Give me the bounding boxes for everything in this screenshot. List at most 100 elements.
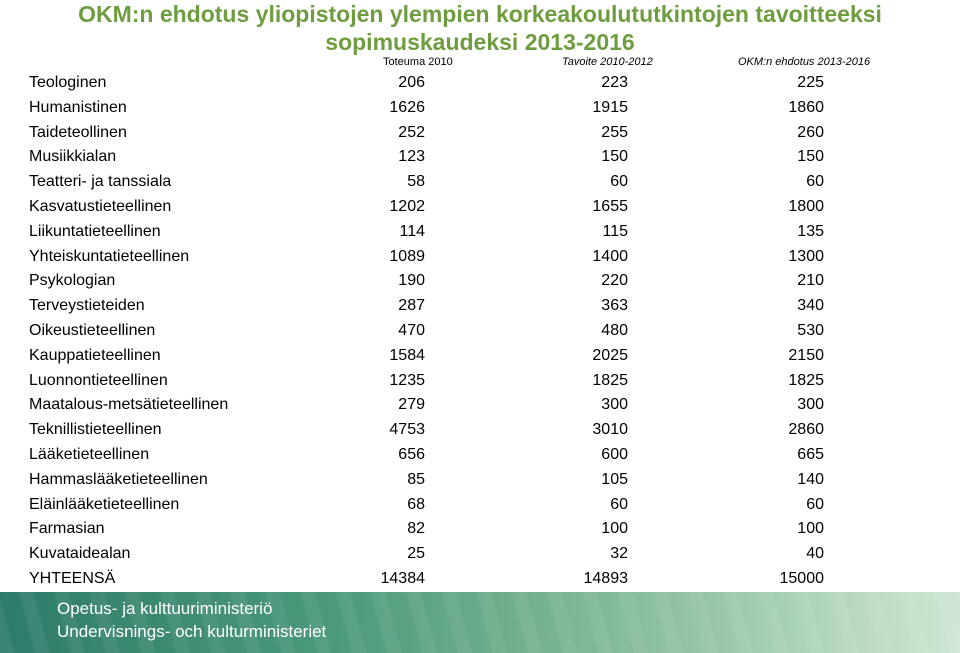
value-tavoite: 100 [601, 520, 628, 538]
value-tavoite: 220 [601, 272, 628, 290]
value-toteuma: 58 [407, 173, 425, 191]
row-label: Psykologian [29, 272, 116, 290]
value-ehdotus: 2860 [788, 421, 824, 439]
value-toteuma: 4753 [389, 421, 425, 439]
row-label: Musiikkialan [29, 148, 117, 166]
value-ehdotus: 530 [797, 321, 824, 339]
value-ehdotus: 1800 [788, 197, 824, 215]
table-row: Taideteollinen 252 255 260 [0, 121, 960, 146]
value-toteuma: 279 [398, 396, 425, 414]
value-toteuma: 85 [407, 470, 425, 488]
row-label: Teatteri- ja tanssiala [29, 173, 172, 191]
value-tavoite: 2025 [592, 346, 628, 364]
value-toteuma: 14384 [380, 569, 426, 587]
value-toteuma: 190 [398, 272, 425, 290]
value-toteuma: 82 [407, 520, 425, 538]
value-toteuma: 1235 [389, 371, 425, 389]
row-label: Terveystieteiden [29, 297, 145, 315]
value-tavoite: 3010 [592, 421, 628, 439]
row-label: Maatalous-metsätieteellinen [29, 396, 229, 414]
table-row: Lääketieteellinen 656 600 665 [0, 443, 960, 468]
value-ehdotus: 60 [806, 495, 824, 513]
value-toteuma: 1202 [389, 197, 425, 215]
row-label: Luonnontieteellinen [29, 371, 168, 389]
column-header-ehdotus: OKM:n ehdotus 2013-2016 [738, 56, 871, 68]
value-tavoite: 1400 [592, 247, 628, 265]
value-toteuma: 252 [398, 123, 425, 141]
row-label: Hammaslääketieteellinen [29, 470, 208, 488]
value-tavoite: 255 [601, 123, 628, 141]
value-ehdotus: 15000 [779, 569, 825, 587]
value-tavoite: 32 [610, 545, 628, 563]
value-tavoite: 1825 [592, 371, 628, 389]
value-ehdotus: 60 [806, 173, 824, 191]
value-toteuma: 1626 [389, 98, 425, 116]
row-label: Teknillistieteellinen [29, 421, 162, 439]
page-title: OKM:n ehdotus yliopistojen ylempien kork… [0, 0, 960, 56]
row-label: Teologinen [29, 74, 107, 91]
value-toteuma: 1089 [389, 247, 425, 265]
row-label: Kuvataidealan [29, 545, 131, 563]
table-row: Terveystieteiden 287 363 340 [0, 294, 960, 319]
value-ehdotus: 135 [797, 222, 824, 240]
row-label: Liikuntatieteellinen [29, 222, 161, 240]
value-toteuma: 206 [398, 74, 425, 91]
value-tavoite: 150 [601, 148, 628, 166]
value-ehdotus: 665 [797, 445, 824, 463]
column-header-tavoite: Tavoite 2010-2012 [562, 56, 653, 68]
table-row: Teknillistieteellinen 4753 3010 2860 [0, 418, 960, 443]
ministry-footer: Opetus- ja kulttuuriministeriö Undervisn… [0, 592, 960, 653]
value-ehdotus: 260 [797, 123, 824, 141]
value-tavoite: 60 [610, 173, 628, 191]
footer-decoration [0, 592, 960, 653]
ministry-name-swedish: Undervisnings- och kulturministeriet [57, 622, 327, 641]
row-label: Oikeustieteellinen [29, 321, 156, 339]
value-ehdotus: 140 [797, 470, 824, 488]
value-tavoite: 480 [601, 321, 628, 339]
table-row: Kasvatustieteellinen 1202 1655 1800 [0, 195, 960, 220]
row-label: Kauppatieteellinen [29, 346, 161, 364]
value-toteuma: 68 [407, 495, 425, 513]
title-line-1: OKM:n ehdotus yliopistojen ylempien kork… [78, 1, 882, 27]
table-row: Maatalous-metsätieteellinen 279 300 300 [0, 393, 960, 418]
table-row: Eläinlääketieteellinen 68 60 60 [0, 493, 960, 518]
value-ehdotus: 225 [797, 74, 824, 91]
value-ehdotus: 300 [797, 396, 824, 414]
value-tavoite: 363 [601, 297, 628, 315]
value-tavoite: 1915 [592, 98, 628, 116]
table-row: Musiikkialan 123 150 150 [0, 145, 960, 170]
value-tavoite: 60 [610, 495, 628, 513]
value-tavoite: 300 [601, 396, 628, 414]
value-toteuma: 114 [399, 222, 425, 240]
value-toteuma: 656 [398, 445, 425, 463]
table-row: Humanistinen 1626 1915 1860 [0, 96, 960, 121]
table-row: Farmasian 82 100 100 [0, 517, 960, 542]
value-ehdotus: 1825 [788, 371, 824, 389]
value-ehdotus: 340 [797, 297, 824, 315]
row-label: Farmasian [29, 520, 105, 538]
value-ehdotus: 100 [797, 520, 824, 538]
title-line-2: sopimuskaudeksi 2013-2016 [325, 29, 635, 55]
value-ehdotus: 210 [797, 272, 824, 290]
value-toteuma: 25 [407, 545, 425, 563]
value-ehdotus: 40 [806, 545, 824, 563]
value-toteuma: 1584 [389, 346, 425, 364]
row-label: Yhteiskuntatieteellinen [29, 247, 190, 265]
table-row: Teatteri- ja tanssiala 58 60 60 [0, 170, 960, 195]
value-ehdotus: 1860 [788, 98, 824, 116]
row-label: Humanistinen [29, 98, 127, 116]
value-tavoite: 600 [601, 445, 628, 463]
column-header-toteuma: Toteuma 2010 [383, 56, 453, 68]
value-toteuma: 123 [398, 148, 425, 166]
value-ehdotus: 2150 [788, 346, 824, 364]
table-row: Oikeustieteellinen 470 480 530 [0, 319, 960, 344]
row-label: Kasvatustieteellinen [29, 197, 172, 215]
table-row: Yhteiskuntatieteellinen 1089 1400 1300 [0, 245, 960, 270]
table-row: Psykologian 190 220 210 [0, 269, 960, 294]
value-tavoite: 1655 [592, 197, 628, 215]
row-label: Lääketieteellinen [29, 445, 150, 463]
row-label: YHTEENSÄ [29, 569, 116, 587]
value-toteuma: 470 [398, 321, 425, 339]
ministry-name-finnish: Opetus- ja kulttuuriministeriö [57, 599, 273, 618]
row-label: Taideteollinen [29, 123, 127, 141]
